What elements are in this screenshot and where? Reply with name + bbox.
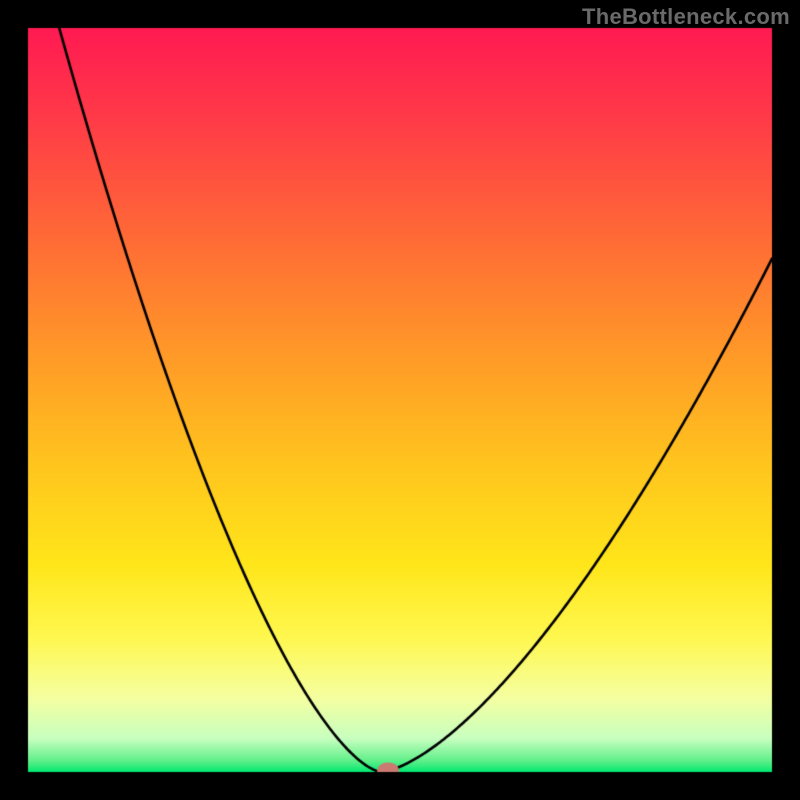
- watermark-text: TheBottleneck.com: [582, 4, 790, 30]
- bottleneck-chart-canvas: [0, 0, 800, 800]
- chart-container: TheBottleneck.com: [0, 0, 800, 800]
